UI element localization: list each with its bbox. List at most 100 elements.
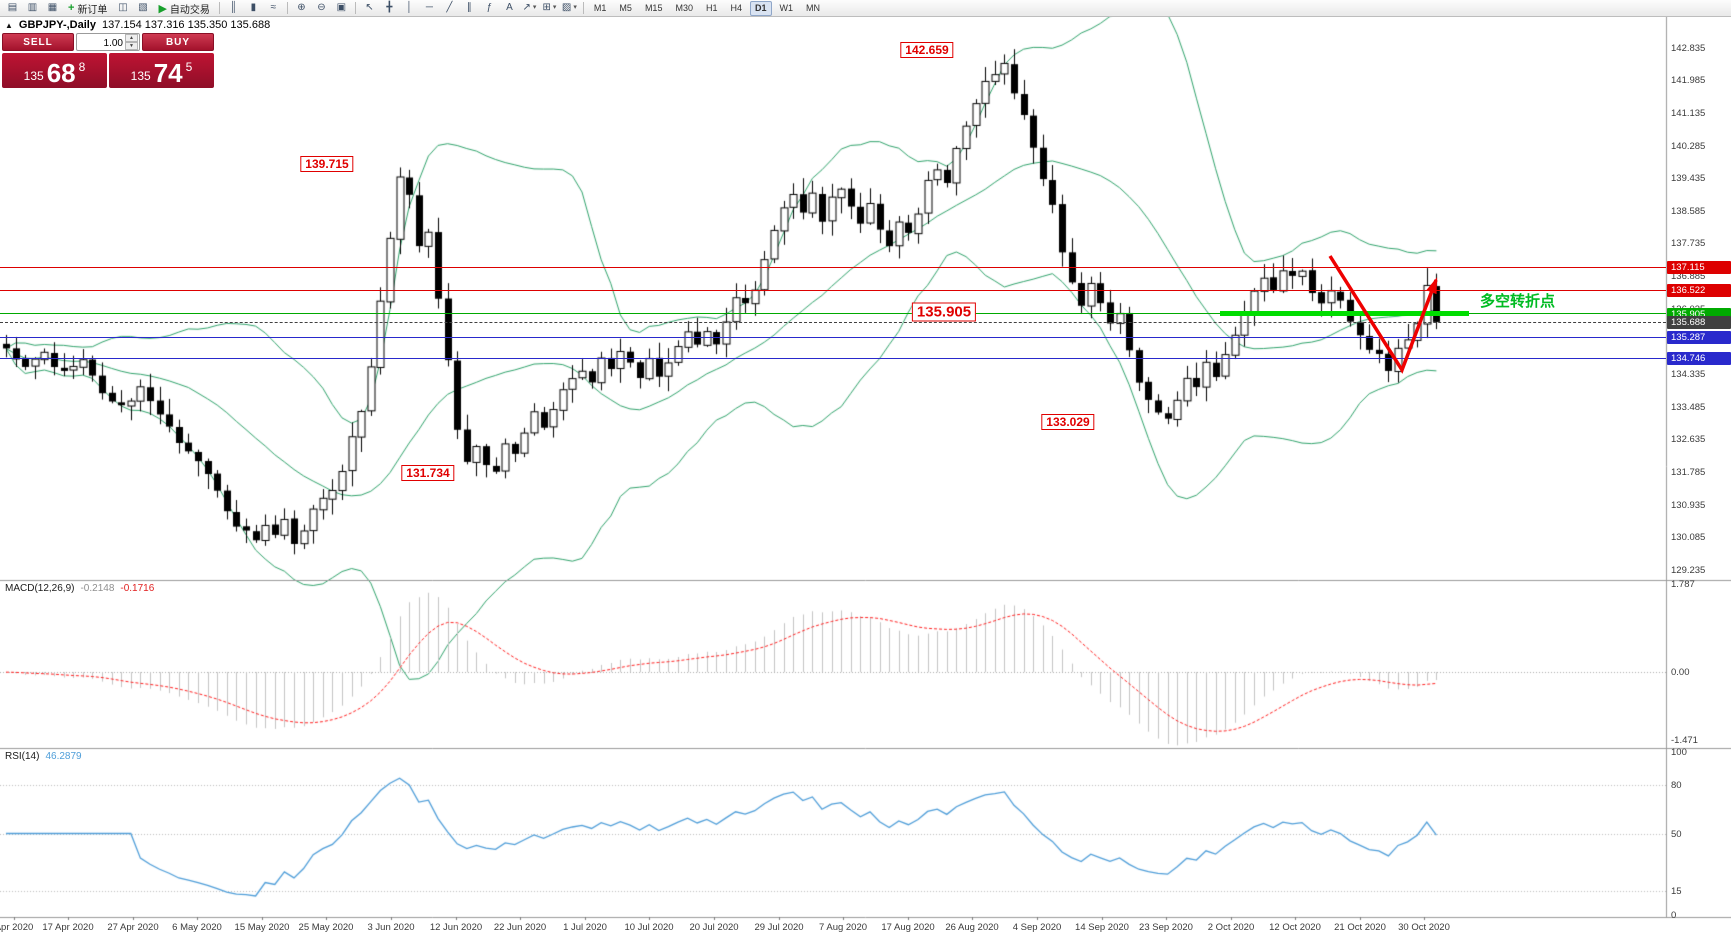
buy-price-main: 74 [153,58,183,88]
macd-axis-tick: 1.787 [1671,579,1695,590]
vertical-line-icon[interactable]: │ [400,0,419,17]
indicators-icon[interactable]: ⊞ ▾ [540,0,559,17]
volume-input[interactable] [77,34,125,52]
price-flag-resistance-line-1: 137.115 [1667,261,1731,275]
zoom-out-icon[interactable]: ⊖ [312,0,331,17]
date-axis-label: 26 Aug 2020 [945,922,999,933]
timeframe-button-W1[interactable]: W1 [779,2,794,13]
market-watch-icon-glyph: ▤ [7,2,18,13]
line-chart-icon-glyph: ≈ [270,2,277,13]
macd-axis-tick: 0.00 [1671,667,1690,679]
trendline-icon[interactable]: ╱ [440,0,459,17]
autotrading-button[interactable]: ▶ 自动交易 [153,0,214,17]
volume-increase-button[interactable]: ▲ [125,34,138,42]
chart-window-icon[interactable]: ◫ [113,0,132,17]
navigator-icon[interactable]: ▦ [43,0,62,17]
macd-axis-tick: -1.471 [1671,735,1698,746]
toolbar-separator [582,2,584,14]
price-callout-label[interactable]: 131.734 [401,465,455,481]
volume-decrease-button[interactable]: ▼ [125,42,138,50]
date-axis-label: 14 Sep 2020 [1075,922,1129,933]
bar-chart-icon-glyph: ║ [229,2,237,13]
strategy-tester-icon-glyph: ▧ [138,2,148,13]
horizontal-line-pivot-line[interactable] [0,313,1666,315]
buy-price-pips: 5 [185,60,193,74]
date-axis-label: 3 Jun 2020 [367,922,415,933]
price-callout-label[interactable]: 133.029 [1041,414,1095,430]
sell-price-display[interactable]: 135 68 8 [2,53,107,88]
rsi-axis-tick: 80 [1671,779,1682,791]
price-flag-support-line-1: 135.287 [1667,331,1731,345]
sell-button[interactable]: SELL [2,33,74,51]
price-axis-tick: 132.635 [1671,434,1706,446]
price-callout-label[interactable]: 139.715 [300,156,354,172]
timeframe-button-M30[interactable]: M30 [675,2,693,13]
timeframe-button-D1[interactable]: D1 [750,0,772,16]
turning-point-note[interactable]: 多空转折点 [1480,293,1556,310]
candlestick-chart-icon[interactable]: ▮ [244,0,263,17]
cursor-icon[interactable]: ↖ [360,0,379,17]
templates-icon[interactable]: ▨ ▾ [560,0,579,17]
date-axis-label: 17 Aug 2020 [881,922,935,933]
price-axis-tick: 140.285 [1671,140,1706,152]
horizontal-line-icon-glyph: ─ [425,2,433,13]
zoom-in-icon[interactable]: ⊕ [292,0,311,17]
strategy-tester-icon[interactable]: ▧ [133,0,152,17]
horizontal-line-icon[interactable]: ─ [420,0,439,17]
tile-windows-icon[interactable]: ▣ [332,0,351,17]
text-label-icon-glyph: A [506,2,513,13]
buy-button[interactable]: BUY [142,33,214,51]
price-flag-support-line-2: 134.746 [1667,352,1731,366]
dropdown-caret-icon: ▾ [573,4,577,11]
timeframe-button-M1[interactable]: M1 [593,2,607,13]
date-axis-label: 21 Oct 2020 [1334,922,1386,933]
date-axis-label: 25 May 2020 [298,922,354,933]
data-window-icon[interactable]: ▥ [23,0,42,17]
timeframe-button-M15[interactable]: M15 [644,2,663,13]
dropdown-caret-icon: ▾ [552,4,557,11]
timeframe-button-MN[interactable]: MN [806,2,821,13]
price-callout-label[interactable]: 142.659 [900,42,954,58]
fibonacci-icon-glyph: ƒ [486,2,493,13]
bar-chart-icon[interactable]: ║ [224,0,243,17]
equidistant-channel-icon[interactable]: ∥ [460,0,479,17]
date-axis-label: 20 Jul 2020 [689,922,739,933]
indicators-icon-glyph: ⊞ [542,2,551,13]
buy-price-display[interactable]: 135 74 5 [109,53,214,88]
horizontal-line-support-line-2[interactable] [0,357,1666,359]
autotrading-button-label: 自动交易 [169,4,210,16]
arrow-objects-icon[interactable]: ↗ ▾ [520,0,539,17]
crosshair-icon[interactable]: ╋ [380,0,399,17]
new-order-button[interactable]: + 新订单 [63,0,112,17]
sell-price-pips: 8 [78,60,86,74]
timeframe-button-M5[interactable]: M5 [619,2,632,13]
price-axis-tick: 130.935 [1671,499,1706,511]
timeframe-button-H4[interactable]: H4 [730,2,742,13]
price-flag-resistance-line-2: 136.522 [1667,284,1731,298]
price-flag-current-price-line: 135.688 [1667,316,1731,330]
line-chart-icon[interactable]: ≈ [264,0,283,17]
date-axis-label: 12 Oct 2020 [1269,922,1321,933]
fibonacci-icon[interactable]: ƒ [480,0,499,17]
price-axis-tick: 133.485 [1671,401,1706,413]
horizontal-line-current-price-line[interactable] [0,321,1666,323]
market-watch-icon[interactable]: ▤ [3,0,22,17]
support-zone-highlight[interactable] [1220,311,1469,317]
price-callout-label[interactable]: 135.905 [911,302,977,322]
zoom-out-icon-glyph: ⊖ [317,2,326,13]
one-click-collapse-icon[interactable]: ▲ [5,20,13,30]
date-axis-label: 4 Sep 2020 [1012,922,1062,933]
horizontal-line-resistance-line-2[interactable] [0,289,1666,291]
price-axis-tick: 130.085 [1671,532,1706,544]
date-axis-label: 23 Sep 2020 [1139,922,1193,933]
timeframe-button-H1[interactable]: H1 [705,2,718,13]
horizontal-line-resistance-line-1[interactable] [0,266,1666,268]
horizontal-line-support-line-1[interactable] [0,336,1666,338]
volume-control: ▲ ▼ [76,33,140,52]
toolbar: ▤ ▥ ▦ + 新订单 ◫ ▧ ▶ 自动交易 ║ ▮ ≈ ⊕ ⊖ ▣ ↖ ╋ │ ─ ╱ ∥ ƒ A ↗ ▾ ⊞ ▾ ▨ ▾ M1 M5 M1… [0,0,1731,17]
macd-indicator-label: MACD(12,26,9) -0.2148 -0.1716 [5,583,154,594]
text-label-icon[interactable]: A [500,0,519,17]
templates-icon-glyph: ▨ [561,2,572,13]
